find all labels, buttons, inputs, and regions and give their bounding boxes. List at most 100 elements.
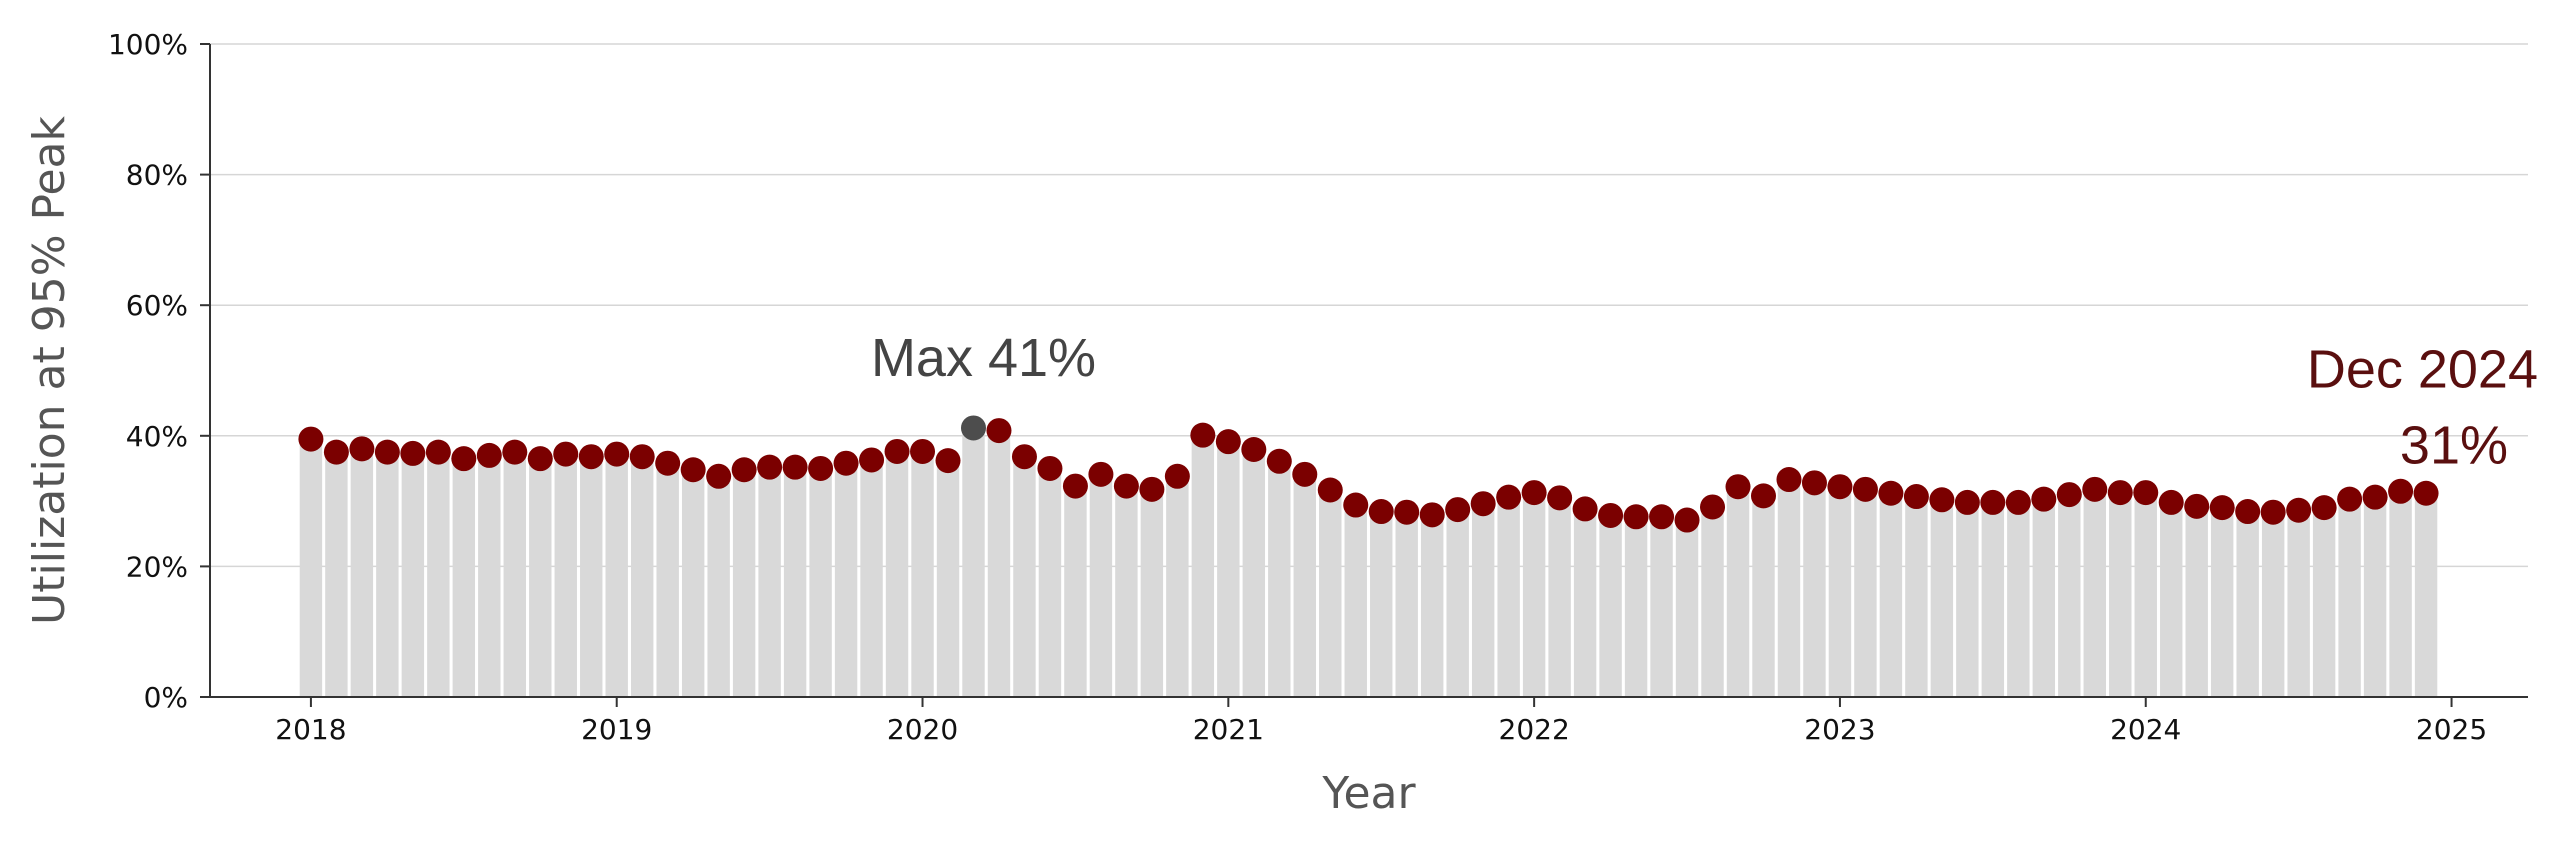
data-point (1827, 474, 1853, 500)
data-point (859, 447, 885, 473)
data-point (527, 446, 553, 472)
bar (1038, 468, 1062, 697)
x-tick-label: 2024 (2110, 713, 2181, 746)
data-point (2005, 489, 2031, 515)
data-point (757, 454, 783, 480)
data-point (323, 439, 349, 465)
data-point (425, 439, 451, 465)
bar (936, 460, 960, 697)
data-point (2260, 499, 2286, 525)
data-point (731, 457, 757, 483)
data-point (1062, 473, 1088, 499)
data-point (1292, 461, 1318, 487)
data-point (1496, 484, 1522, 510)
data-point (2413, 480, 2439, 506)
bar (1395, 512, 1418, 697)
data-point (1674, 507, 1700, 533)
data-point (1547, 485, 1573, 511)
data-point (680, 457, 706, 483)
bar (2363, 497, 2387, 697)
x-ticks: 2018 2019 2020 2021 2022 2023 2024 2025 (275, 697, 2487, 746)
bar (1675, 520, 1699, 697)
bar (1599, 515, 1622, 697)
data-point (1394, 499, 1420, 525)
data-point (1241, 437, 1267, 463)
max-point (960, 415, 986, 441)
data-point (655, 450, 681, 476)
bar (2083, 489, 2106, 697)
data-point (2311, 495, 2337, 521)
data-point (1215, 429, 1241, 455)
y-tick-label: 80% (126, 159, 188, 192)
bars-group (299, 427, 2438, 697)
data-point (1852, 476, 1878, 502)
bar (1140, 489, 1164, 697)
data-point (502, 439, 528, 465)
bar (1166, 476, 1189, 697)
data-point (1929, 487, 1955, 513)
bar (1548, 497, 1571, 697)
bar (2032, 499, 2056, 697)
bar (1701, 506, 1724, 697)
bar (2414, 493, 2438, 697)
bar (809, 468, 832, 697)
bar (962, 427, 985, 697)
y-axis-title: Utilization at 95% Peak (24, 116, 75, 625)
data-point (604, 441, 630, 467)
data-point (1980, 489, 2006, 515)
bar (2236, 511, 2259, 697)
y-tick-label: 0% (144, 681, 188, 714)
bar (1420, 514, 1444, 697)
data-point (1088, 461, 1114, 487)
data-point (1623, 504, 1649, 530)
data-point (2209, 495, 2235, 521)
data-point (2362, 484, 2388, 510)
data-point (1725, 474, 1751, 500)
bar (452, 458, 476, 697)
bar (2109, 492, 2132, 697)
y-tick-label: 100% (108, 28, 188, 61)
x-tick-label: 2020 (887, 713, 958, 746)
bar (1930, 499, 1954, 697)
data-point (1164, 463, 1190, 489)
bar (1828, 486, 1852, 697)
bar (478, 455, 501, 697)
bar (1217, 441, 1240, 697)
data-point (1878, 480, 1904, 506)
data-point (2388, 478, 2414, 504)
x-tick-label: 2025 (2416, 713, 2487, 746)
bar (2312, 507, 2336, 697)
data-point (1343, 492, 1369, 518)
bar (2160, 502, 2183, 697)
max-annotation: Max 41% (871, 328, 1096, 388)
x-tick-label: 2018 (275, 713, 346, 746)
bar (1191, 435, 1215, 697)
bar (1726, 486, 1750, 697)
bar (1344, 505, 1367, 697)
bar (401, 453, 425, 697)
bar (783, 467, 807, 697)
bar (503, 452, 526, 697)
bar (376, 452, 399, 697)
bar (987, 430, 1011, 697)
data-point (1037, 455, 1063, 481)
bar (1089, 474, 1113, 697)
bar (1293, 474, 1316, 697)
data-point (2286, 497, 2312, 523)
data-point (706, 463, 732, 489)
bar (1879, 493, 1903, 697)
bar (2261, 512, 2285, 697)
data-point (884, 438, 910, 464)
bar (1752, 495, 1775, 697)
data-point (1139, 476, 1165, 502)
bar (2185, 506, 2208, 697)
bar (1115, 486, 1138, 697)
bar (1319, 489, 1342, 697)
bar (1573, 508, 1597, 697)
bar (911, 451, 934, 697)
bar (630, 456, 654, 697)
data-point (1011, 444, 1037, 470)
bar (1956, 502, 1979, 697)
x-axis-title: Year (1321, 768, 1416, 819)
data-point (1954, 489, 1980, 515)
